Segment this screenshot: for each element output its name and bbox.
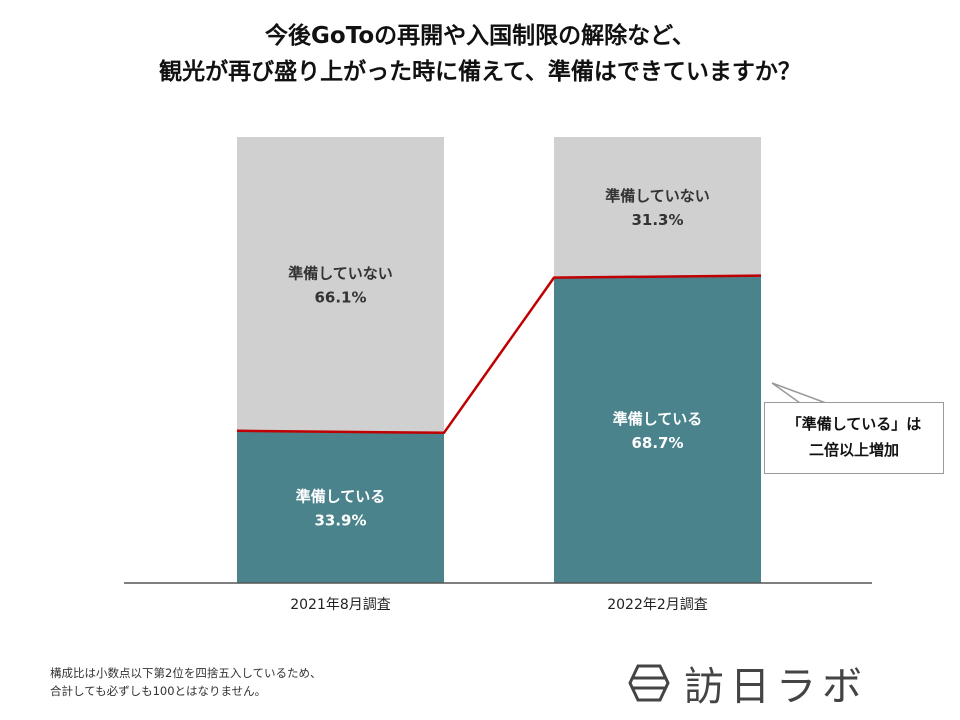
bar-segment-not-prepared-1 xyxy=(237,137,444,432)
segment-value-1-1: 33.9% xyxy=(314,511,366,529)
segment-name-1-2: 準備している xyxy=(613,410,703,428)
chart-title: 今後GoToの再開や入国制限の解除など、 観光が再び盛り上がった時に備えて、準備… xyxy=(0,18,960,90)
callout-box: 「準備している」は 二倍以上増加 xyxy=(764,402,944,474)
callout-pointer xyxy=(771,382,827,404)
bar-segment-prepared-2 xyxy=(554,276,761,583)
category-label-2: 2022年2月調査 xyxy=(607,597,708,613)
hexagon-logo-icon xyxy=(628,664,670,702)
trend-connector-line xyxy=(236,274,762,435)
brand-logo: 訪日ラボ xyxy=(628,654,868,712)
chart-title-line-1: 今後GoToの再開や入国制限の解除など、 xyxy=(265,23,695,49)
segment-name-2-1: 準備していない xyxy=(288,264,393,282)
callout-line-2: 二倍以上増加 xyxy=(808,441,899,459)
bar-segment-prepared-1 xyxy=(237,431,444,583)
category-label-1: 2021年8月調査 xyxy=(290,597,391,613)
footnote: 構成比は小数点以下第2位を四捨五入しているため、 合計しても必ずしも100とはな… xyxy=(50,664,321,700)
footnote-line-1: 構成比は小数点以下第2位を四捨五入しているため、 xyxy=(50,666,322,680)
segment-value-1-2: 68.7% xyxy=(631,434,683,452)
segment-value-2-2: 31.3% xyxy=(631,211,683,229)
segment-name-2-2: 準備していない xyxy=(605,187,710,205)
segment-name-1-1: 準備している xyxy=(296,487,386,505)
callout-line-1: 「準備している」は xyxy=(786,415,922,433)
logo-text: 訪日ラボ xyxy=(684,664,868,710)
segment-value-2-1: 66.1% xyxy=(314,288,366,306)
bar-segment-not-prepared-2 xyxy=(554,137,761,277)
footnote-line-2: 合計しても必ずしも100とはなりません。 xyxy=(50,684,267,698)
chart-title-line-2: 観光が再び盛り上がった時に備えて、準備はできていますか？ xyxy=(159,59,801,85)
